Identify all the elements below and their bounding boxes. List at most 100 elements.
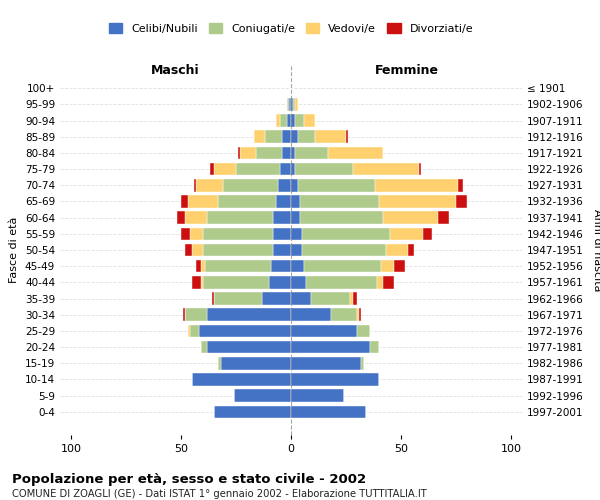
Bar [282,130,291,143]
Bar [423,228,432,240]
Bar [383,212,439,224]
Bar [203,228,274,240]
Bar [212,292,214,305]
Bar [203,276,269,288]
Bar [394,260,406,272]
Bar [185,244,192,256]
Bar [357,324,370,337]
Bar [298,179,374,192]
Bar [256,146,282,159]
Bar [361,357,364,370]
Bar [287,98,289,110]
Bar [176,212,185,224]
Bar [295,114,304,127]
Bar [295,98,298,110]
Bar [214,406,291,418]
Text: Femmine: Femmine [374,64,439,77]
Bar [274,244,291,256]
Bar [192,276,201,288]
Bar [419,163,421,175]
Bar [390,228,423,240]
Bar [357,308,359,321]
Bar [181,228,190,240]
Bar [331,308,357,321]
Bar [291,373,379,386]
Bar [192,244,203,256]
Bar [386,244,407,256]
Bar [291,163,295,175]
Bar [194,179,196,192]
Bar [377,276,383,288]
Bar [456,195,467,208]
Bar [196,179,223,192]
Bar [289,98,291,110]
Bar [280,114,287,127]
Bar [291,341,370,353]
Bar [262,292,291,305]
Bar [287,114,291,127]
Bar [291,228,302,240]
Bar [274,212,291,224]
Text: COMUNE DI ZOAGLI (GE) - Dati ISTAT 1° gennaio 2002 - Elaborazione TUTTITALIA.IT: COMUNE DI ZOAGLI (GE) - Dati ISTAT 1° ge… [12,489,427,499]
Bar [185,212,208,224]
Bar [190,324,199,337]
Bar [234,390,291,402]
Bar [282,146,291,159]
Bar [221,357,291,370]
Bar [300,195,379,208]
Bar [407,244,414,256]
Bar [201,276,203,288]
Bar [439,212,449,224]
Bar [383,276,394,288]
Bar [209,163,214,175]
Bar [379,195,456,208]
Bar [265,130,282,143]
Legend: Celibi/Nubili, Coniugati/e, Vedovi/e, Divorziati/e: Celibi/Nubili, Coniugati/e, Vedovi/e, Di… [104,19,478,38]
Bar [291,357,361,370]
Text: Maschi: Maschi [151,64,200,77]
Bar [302,228,390,240]
Bar [458,179,463,192]
Bar [304,260,381,272]
Bar [381,260,394,272]
Bar [214,163,236,175]
Bar [291,114,295,127]
Bar [374,179,458,192]
Bar [236,163,280,175]
Bar [359,308,361,321]
Bar [241,146,256,159]
Bar [295,146,328,159]
Bar [291,98,293,110]
Bar [291,244,302,256]
Bar [298,130,315,143]
Bar [185,308,208,321]
Bar [291,195,300,208]
Bar [370,341,379,353]
Y-axis label: Anni di nascita: Anni di nascita [592,209,600,291]
Bar [291,179,298,192]
Bar [311,292,350,305]
Bar [304,114,315,127]
Bar [274,228,291,240]
Bar [269,276,291,288]
Bar [181,195,188,208]
Bar [291,324,357,337]
Bar [280,163,291,175]
Bar [278,179,291,192]
Bar [302,244,386,256]
Bar [293,98,295,110]
Bar [291,146,295,159]
Bar [291,276,307,288]
Bar [275,114,280,127]
Bar [353,163,419,175]
Bar [291,130,298,143]
Bar [238,146,241,159]
Bar [218,357,221,370]
Bar [199,324,291,337]
Bar [291,292,311,305]
Bar [271,260,291,272]
Bar [223,179,278,192]
Bar [300,212,383,224]
Bar [208,341,291,353]
Bar [214,292,262,305]
